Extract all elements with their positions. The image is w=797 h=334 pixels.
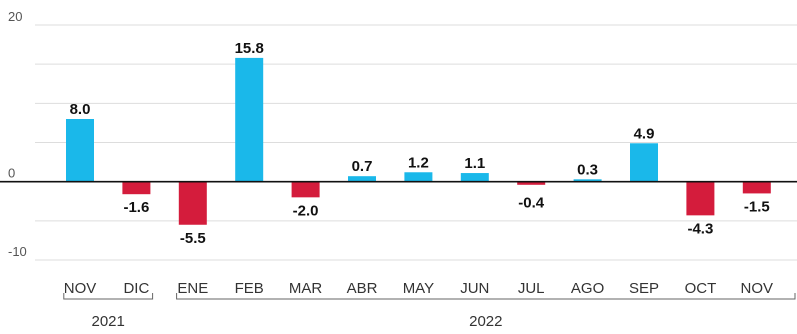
bar-nov-0 bbox=[66, 119, 94, 182]
category-label: MAR bbox=[289, 280, 323, 297]
category-label: FEB bbox=[235, 280, 264, 297]
data-labels: 8.0 -1.6 -5.5 15.8 -2.0 0.7 1.2 1.1 -0.4 0.3 4.9 -4… bbox=[70, 40, 770, 247]
y-tick-label: -10 bbox=[8, 244, 27, 259]
bar-may-6 bbox=[404, 172, 433, 182]
y-tick-label: 0 bbox=[8, 166, 15, 181]
bar-ago-9 bbox=[573, 179, 602, 182]
data-label: 15.8 bbox=[235, 40, 264, 57]
data-label: -5.5 bbox=[180, 230, 206, 247]
bars bbox=[66, 57, 771, 225]
data-label: 4.9 bbox=[634, 125, 655, 142]
category-label: ENE bbox=[177, 280, 208, 297]
y-axis-tick-labels: 20 0 -10 bbox=[8, 9, 27, 259]
bar-jun-7 bbox=[460, 173, 489, 182]
bar-ene-2 bbox=[178, 181, 207, 225]
category-label: JUN bbox=[460, 280, 489, 297]
year-label: 2021 bbox=[92, 313, 125, 330]
bar-sep-10 bbox=[630, 143, 658, 182]
data-label: 0.7 bbox=[352, 158, 373, 175]
data-label: 8.0 bbox=[70, 101, 91, 118]
bar-nov-12 bbox=[742, 181, 771, 194]
category-labels: NOV DIC ENE FEB MAR ABR MAY JUN JUL AGO SEP OCT NOV bbox=[64, 280, 773, 297]
year-label: 2022 bbox=[469, 313, 502, 330]
data-label: 0.3 bbox=[577, 161, 598, 178]
data-label: -0.4 bbox=[518, 195, 545, 212]
bar-oct-11 bbox=[686, 181, 715, 216]
bar-dic-1 bbox=[122, 181, 151, 195]
category-label: MAY bbox=[403, 280, 434, 297]
bar-abr-5 bbox=[348, 176, 376, 182]
category-label: NOV bbox=[741, 280, 774, 297]
category-label: NOV bbox=[64, 280, 97, 297]
bar-mar-4 bbox=[291, 181, 320, 198]
data-label: 1.2 bbox=[408, 154, 429, 171]
data-label: -2.0 bbox=[293, 202, 319, 219]
data-label: -1.5 bbox=[744, 198, 770, 215]
y-tick-label: 20 bbox=[8, 9, 22, 24]
bar-feb-3 bbox=[235, 57, 264, 182]
year-bracket bbox=[63, 293, 154, 300]
year-bracket bbox=[176, 293, 796, 300]
category-label: OCT bbox=[685, 280, 717, 297]
grid-lines bbox=[35, 24, 797, 261]
category-label: ABR bbox=[347, 280, 378, 297]
year-groups: 2021 2022 bbox=[63, 293, 796, 330]
category-label: SEP bbox=[629, 280, 659, 297]
data-label: 1.1 bbox=[464, 155, 485, 172]
category-label: JUL bbox=[518, 280, 545, 297]
data-label: -4.3 bbox=[687, 220, 713, 237]
category-label: AGO bbox=[571, 280, 604, 297]
bar-jul-8 bbox=[517, 181, 546, 185]
category-label: DIC bbox=[123, 280, 149, 297]
data-label: -1.6 bbox=[123, 199, 149, 216]
